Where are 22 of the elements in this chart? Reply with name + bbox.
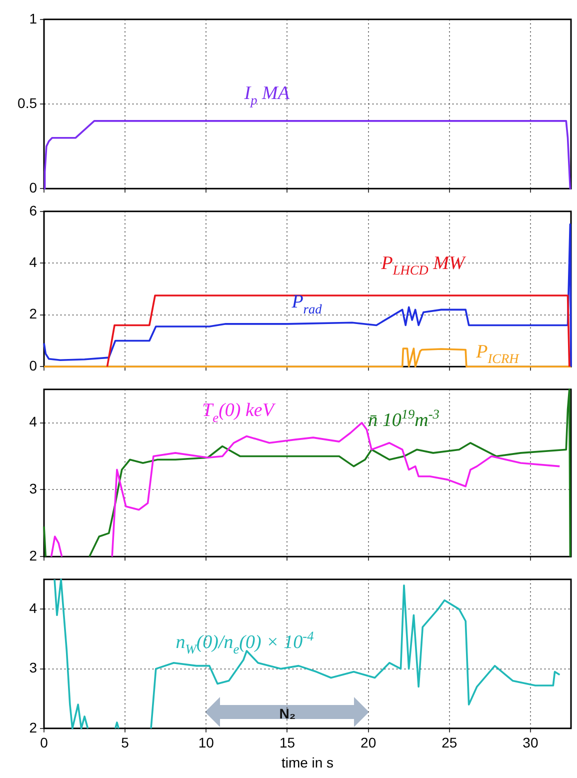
y-tick-label: 1 xyxy=(29,10,38,26)
y-tick-label: 0 xyxy=(29,179,38,196)
y-tick-label: 4 xyxy=(29,414,38,430)
y-tick-label: 2 xyxy=(29,306,38,322)
x-tick-label: 0 xyxy=(40,734,48,751)
y-tick-label: 6 xyxy=(29,202,38,218)
x-axis-title: time in s xyxy=(281,754,334,770)
y-tick-label: 2 xyxy=(29,547,38,564)
y-tick-label: 4 xyxy=(29,254,38,270)
x-tick-label: 5 xyxy=(121,734,130,751)
y-tick-label: 3 xyxy=(29,480,38,497)
y-tick-label: 3 xyxy=(29,660,38,676)
y-tick-label: 4 xyxy=(29,600,38,616)
y-tick-label: 2 xyxy=(29,719,38,736)
y-tick-label: 0 xyxy=(29,357,38,374)
annotation: N₂ xyxy=(279,705,296,722)
x-tick-label: 10 xyxy=(198,734,214,751)
x-tick-label: 30 xyxy=(522,734,538,751)
x-tick-label: 20 xyxy=(360,734,376,751)
y-tick-label: 0.5 xyxy=(18,94,38,111)
x-tick-label: 25 xyxy=(442,734,458,751)
x-tick-label: 15 xyxy=(279,734,296,751)
